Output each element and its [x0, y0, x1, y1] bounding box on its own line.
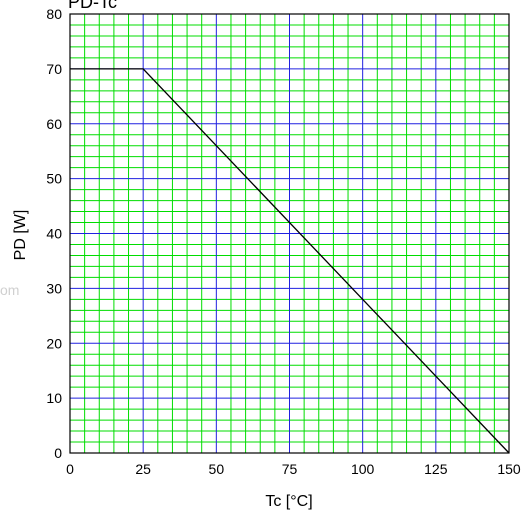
x-tick-label: 100: [351, 461, 375, 477]
x-tick-labels: 0 25 50 75 100 125 150: [66, 461, 521, 477]
x-tick-label: 0: [66, 461, 74, 477]
series-line-0: [70, 68, 510, 454]
x-tick-label: 25: [135, 461, 151, 477]
plot-frame: [69, 13, 510, 454]
x-axis-label: Tc [°C]: [265, 493, 312, 510]
x-tick-label: 125: [424, 461, 448, 477]
y-tick-label: 60: [46, 116, 62, 132]
x-tick-label: 150: [497, 461, 521, 477]
y-tick-label: 40: [46, 226, 62, 242]
chart-title: PD-Tc: [68, 0, 117, 12]
y-tick-label: 0: [54, 445, 62, 461]
y-tick-label: 10: [46, 390, 62, 406]
x-tick-label: 75: [282, 461, 298, 477]
y-tick-label: 20: [46, 335, 62, 351]
series-layer: [70, 68, 510, 454]
y-tick-label: 30: [46, 280, 62, 296]
plot-border: [69, 13, 510, 454]
y-tick-label: 80: [46, 6, 62, 22]
y-tick-label: 50: [46, 171, 62, 187]
y-tick-label: 70: [46, 61, 62, 77]
watermark-text: om: [0, 282, 19, 298]
x-tick-label: 50: [209, 461, 225, 477]
y-tick-labels: 0 10 20 30 40 50 60 70 80: [46, 6, 62, 461]
major-grid: [70, 14, 509, 453]
y-axis-label: PD [W]: [12, 210, 29, 261]
